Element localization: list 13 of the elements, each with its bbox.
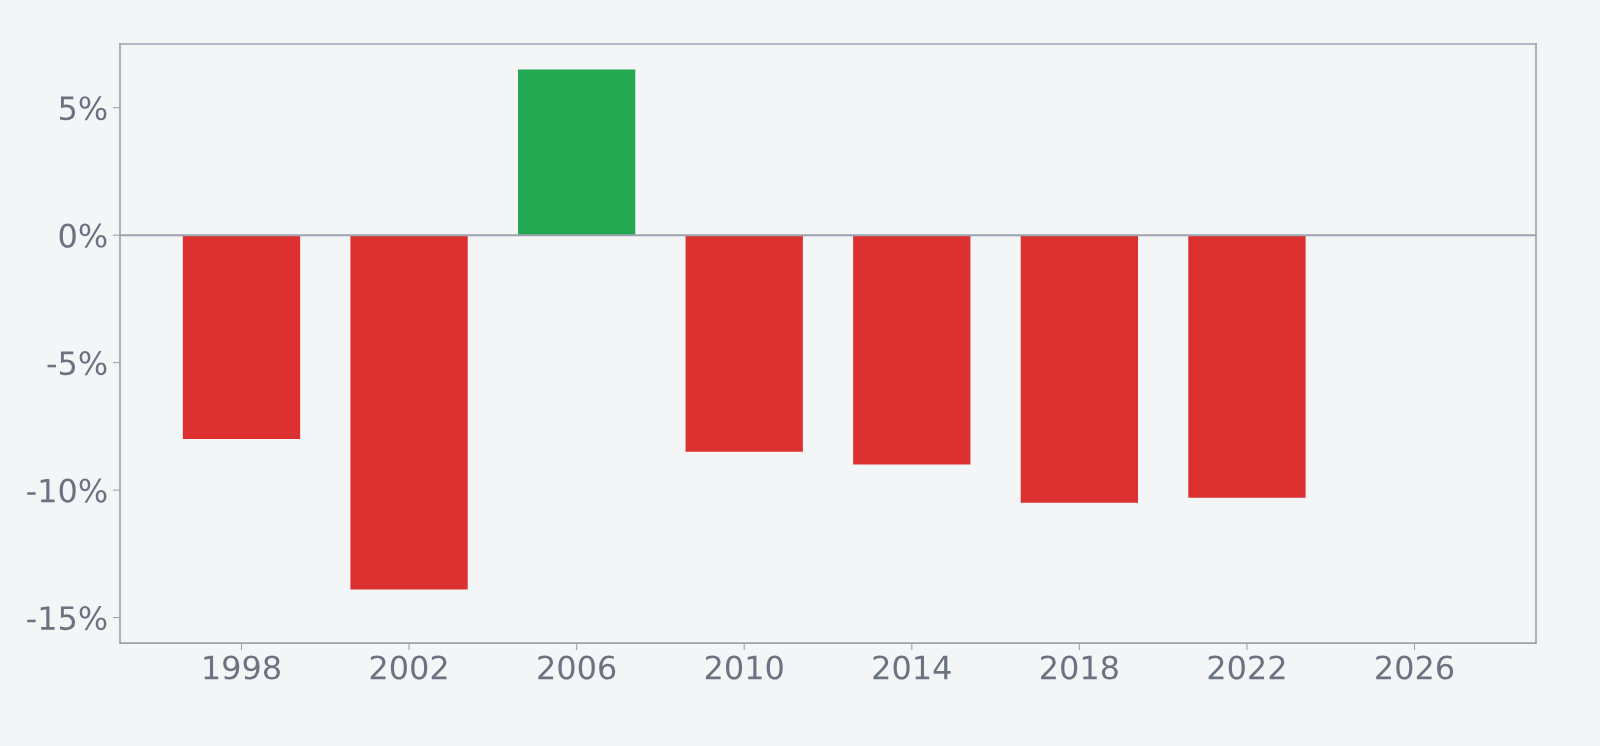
x-tick-label: 2014 — [873, 655, 951, 680]
x-tick-label: 2002 — [370, 655, 447, 680]
x-tick-label: 2006 — [538, 655, 616, 680]
y-tick-label: 5% — [59, 96, 107, 121]
y-tick-label: 0% — [59, 223, 107, 248]
x-tick-label: 2018 — [1041, 655, 1118, 680]
x-tick-label: 2010 — [705, 655, 783, 680]
x-tick-label: 2022 — [1208, 655, 1285, 680]
y-tick-label: -5% — [47, 351, 107, 376]
y-tick-label: -15% — [27, 605, 107, 631]
x-tick-label: 1998 — [204, 655, 280, 680]
x-tick-label: 2026 — [1376, 655, 1454, 680]
y-tick-label: -10% — [27, 478, 107, 503]
